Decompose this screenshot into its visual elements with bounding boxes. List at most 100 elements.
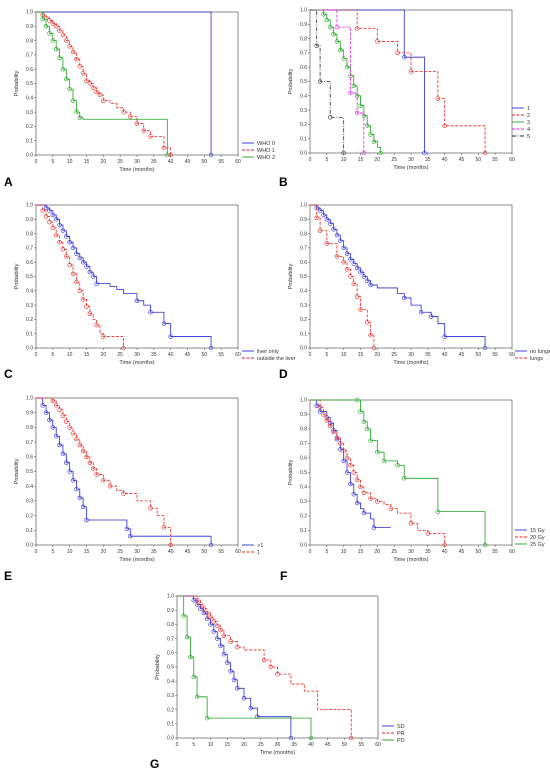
y-axis-label: Probability xyxy=(14,263,20,289)
x-tick-label: 20 xyxy=(241,742,247,748)
x-tick-label: 60 xyxy=(235,549,241,555)
legend-entry: 25 Gy xyxy=(530,542,545,548)
data-point xyxy=(121,345,126,351)
data-point xyxy=(331,32,336,37)
data-point xyxy=(288,735,294,741)
data-point xyxy=(64,234,69,239)
data-point xyxy=(368,496,373,501)
y-tick-label: 0.0 xyxy=(26,346,33,352)
data-point xyxy=(70,431,76,436)
data-point xyxy=(349,735,354,741)
data-point xyxy=(47,219,52,225)
data-point xyxy=(60,228,66,233)
data-point xyxy=(228,639,233,644)
data-point xyxy=(435,96,441,101)
y-tick-label: 0.9 xyxy=(300,412,307,418)
data-point xyxy=(94,472,99,477)
legend-entry: WHO 1 xyxy=(257,148,275,154)
y-tick-label: 0.9 xyxy=(26,410,33,416)
x-tick-label: 25 xyxy=(117,352,123,358)
y-tick-label: 0.4 xyxy=(26,96,33,102)
x-tick-label: 45 xyxy=(459,352,465,358)
x-tick-label: 25 xyxy=(391,157,397,163)
data-point xyxy=(341,260,346,265)
data-point xyxy=(344,64,350,70)
series-line-3 xyxy=(177,595,312,738)
x-tick-label: 30 xyxy=(134,352,140,358)
data-point xyxy=(64,38,69,43)
x-tick-label: 50 xyxy=(342,742,348,748)
data-point xyxy=(321,12,326,17)
data-point xyxy=(53,46,59,52)
x-tick-label: 25 xyxy=(117,159,123,165)
x-tick-label: 50 xyxy=(202,159,208,165)
data-point xyxy=(47,31,52,36)
data-point xyxy=(375,39,380,44)
data-point xyxy=(191,674,196,680)
x-tick-label: 50 xyxy=(476,352,482,358)
data-point xyxy=(134,298,140,304)
panel-label: E xyxy=(4,569,12,583)
data-point xyxy=(148,310,153,315)
y-tick-label: 0.6 xyxy=(300,456,307,462)
y-tick-label: 0.4 xyxy=(300,485,307,491)
data-point xyxy=(57,407,62,412)
data-point xyxy=(80,260,86,265)
data-point xyxy=(77,442,82,448)
x-tick-label: 30 xyxy=(275,742,281,748)
legend-entry: 3 xyxy=(527,120,530,126)
data-point xyxy=(317,228,323,233)
data-point xyxy=(70,98,76,103)
data-point xyxy=(317,409,323,414)
series-line-2 xyxy=(310,204,375,348)
data-point xyxy=(87,460,93,465)
data-point xyxy=(328,24,333,30)
x-axis-label: Time (months) xyxy=(119,167,154,173)
data-point xyxy=(60,413,66,418)
data-point xyxy=(338,441,343,446)
data-point xyxy=(351,83,356,88)
data-point xyxy=(261,657,267,663)
data-point xyxy=(228,669,233,674)
data-point xyxy=(198,602,203,607)
series-line-4 xyxy=(310,9,365,153)
data-point xyxy=(358,484,363,490)
data-point xyxy=(64,460,69,465)
series-line-1 xyxy=(310,204,486,348)
y-tick-label: 1.0 xyxy=(300,8,307,14)
data-point xyxy=(361,150,367,156)
y-tick-label: 0.5 xyxy=(300,274,307,280)
x-tick-label: 5 xyxy=(325,549,328,555)
data-point xyxy=(221,652,227,657)
x-tick-label: 0 xyxy=(309,549,312,555)
data-point xyxy=(184,634,190,640)
x-tick-label: 60 xyxy=(509,157,515,163)
y-axis-label: Probability xyxy=(14,458,20,484)
x-axis-label: Time (months) xyxy=(393,557,428,563)
data-point xyxy=(50,425,56,430)
data-point xyxy=(161,321,167,326)
series-line-1 xyxy=(177,595,292,738)
data-point xyxy=(84,78,89,83)
plot-frame xyxy=(309,399,513,546)
data-point xyxy=(314,43,319,48)
data-point xyxy=(87,311,93,316)
data-point xyxy=(348,257,353,262)
x-tick-label: 45 xyxy=(325,742,331,748)
y-tick-label: 0.1 xyxy=(300,528,307,534)
y-tick-label: 0.2 xyxy=(300,514,307,520)
data-point xyxy=(211,619,217,624)
data-point xyxy=(378,150,383,156)
y-tick-label: 0.1 xyxy=(300,136,307,142)
legend-entry: liver only xyxy=(257,349,279,355)
legend-entry: outside the liver xyxy=(257,356,296,362)
x-tick-label: 25 xyxy=(258,742,264,748)
x-tick-label: 30 xyxy=(408,352,414,358)
data-point xyxy=(67,425,72,430)
data-point xyxy=(204,715,210,721)
data-point xyxy=(361,419,367,424)
x-tick-label: 30 xyxy=(408,157,414,163)
data-point xyxy=(361,510,367,516)
y-tick-label: 1.0 xyxy=(26,10,33,16)
data-point xyxy=(148,134,153,139)
